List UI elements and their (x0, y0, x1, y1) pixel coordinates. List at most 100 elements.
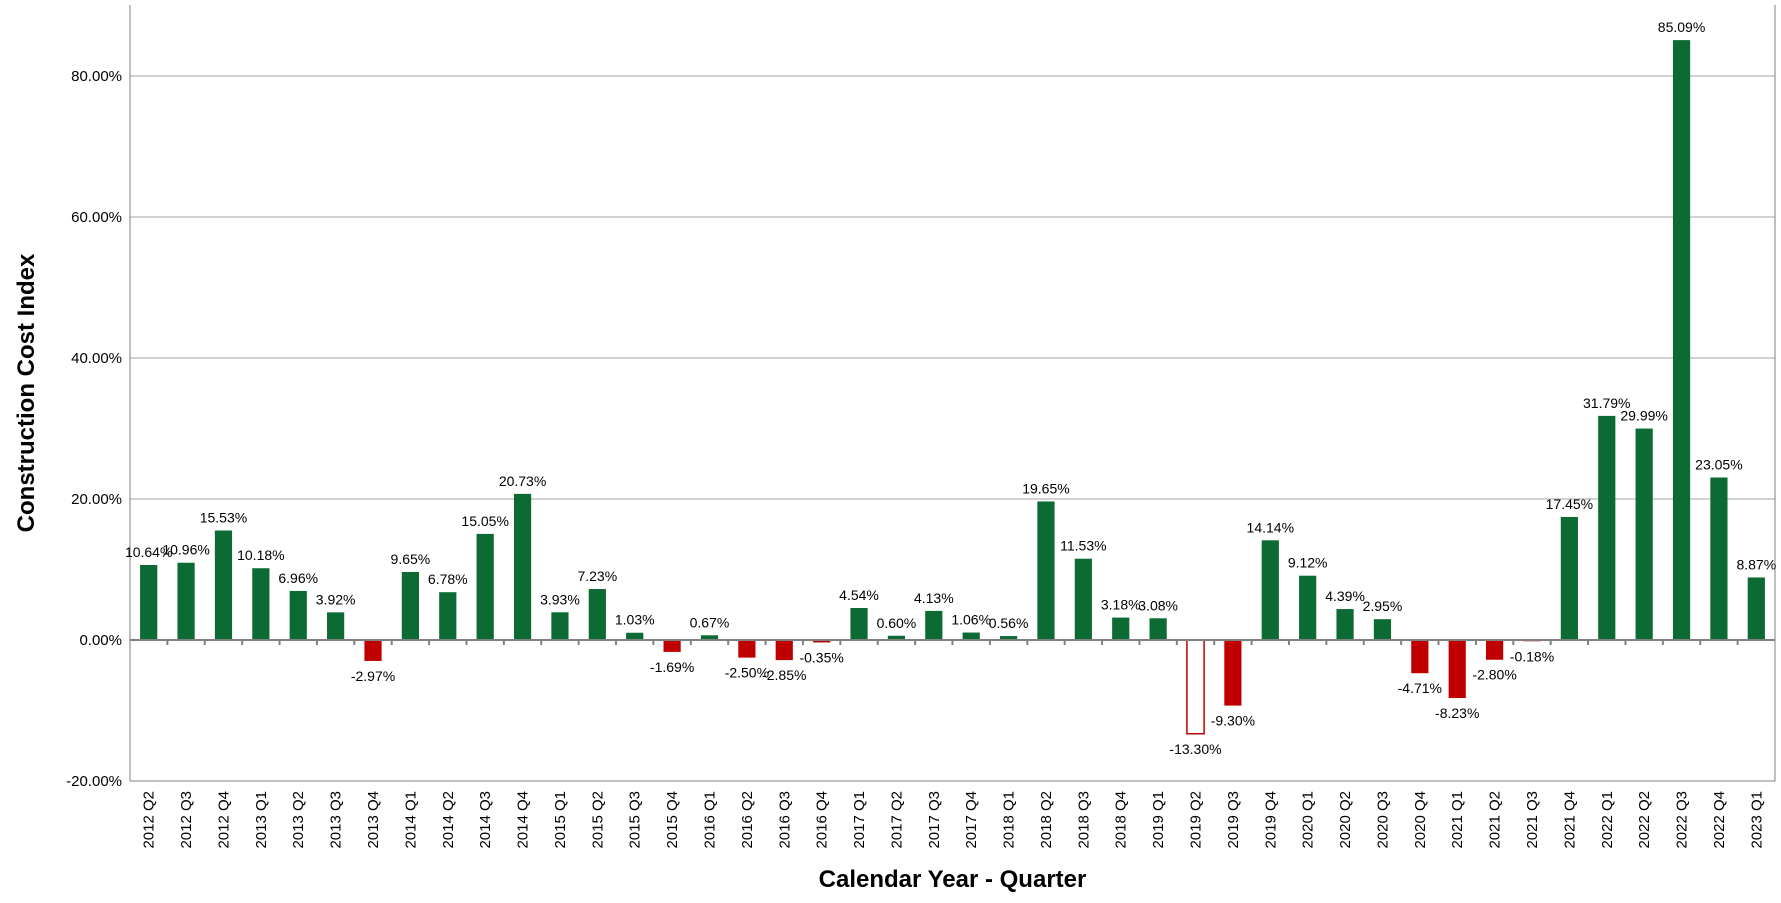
bar-2021-q2 (1486, 640, 1504, 660)
data-label: 15.05% (461, 513, 508, 529)
data-label: 4.13% (914, 590, 954, 606)
x-tick-label: 2013 Q1 (253, 791, 270, 849)
bar-2014-q2 (439, 592, 457, 640)
data-label: 19.65% (1022, 480, 1069, 496)
data-label: -8.23% (1435, 705, 1479, 721)
data-label: -0.18% (1510, 648, 1554, 664)
x-tick-label: 2014 Q4 (515, 791, 532, 849)
x-tick-label: 2015 Q1 (552, 791, 569, 849)
y-axis-title: Construction Cost Index (13, 253, 40, 532)
bar-2020-q1 (1299, 575, 1317, 640)
x-tick-label: 2022 Q4 (1711, 791, 1728, 849)
x-tick-label: 2017 Q3 (926, 791, 943, 849)
data-label: -9.30% (1211, 713, 1255, 729)
data-label: -2.50% (725, 665, 769, 681)
data-label: 0.67% (690, 614, 730, 630)
bar-2022-q4 (1710, 477, 1728, 640)
x-tick-label: 2016 Q3 (776, 791, 793, 849)
x-tick-label: 2022 Q3 (1674, 791, 1691, 849)
bar-2022-q3 (1672, 40, 1691, 641)
bar-2020-q3 (1373, 619, 1392, 640)
bar-2018-q1 (999, 636, 1018, 640)
data-label: 10.18% (237, 547, 284, 563)
bar-2013-q1 (252, 568, 270, 640)
x-axis-title: Calendar Year - Quarter (819, 866, 1087, 893)
x-tick-label: 2023 Q1 (1748, 791, 1765, 849)
x-tick-label: 2012 Q2 (141, 791, 158, 849)
data-label: 0.56% (989, 615, 1029, 631)
x-tick-label: 2020 Q1 (1300, 791, 1317, 849)
data-label: 1.06% (951, 612, 991, 628)
y-tick-label: -20.00% (66, 773, 122, 790)
bar-2017-q3 (925, 610, 943, 640)
data-label: 23.05% (1695, 456, 1742, 472)
bar-2019-q4 (1261, 540, 1279, 640)
data-label: 15.53% (200, 510, 247, 526)
x-tick-label: 2016 Q4 (814, 791, 831, 849)
bar-2021-q1 (1448, 640, 1466, 699)
x-tick-label: 2018 Q3 (1075, 791, 1092, 849)
data-label: -2.97% (351, 668, 395, 684)
x-tick-label: 2014 Q2 (440, 791, 457, 849)
x-tick-label: 2018 Q1 (1001, 791, 1018, 849)
bar-2016-q3 (775, 640, 793, 661)
x-tick-label: 2012 Q4 (215, 791, 232, 849)
bar-2022-q2 (1635, 428, 1653, 640)
bar-2023-q1 (1747, 577, 1765, 640)
bar-2018-q4 (1112, 617, 1130, 640)
x-tick-label: 2013 Q2 (290, 791, 307, 849)
bar-2019-q2 (1186, 639, 1205, 735)
data-labels: 10.64%10.96% 15.53% 10.18% 6.96% 3.92% -2.97%… (125, 19, 1776, 757)
bar-2015-q4 (663, 640, 681, 652)
x-tick-label: 2012 Q3 (178, 791, 195, 849)
x-tick-label: 2018 Q2 (1038, 791, 1055, 849)
x-tick-label: 2014 Q1 (402, 791, 419, 849)
data-label: 20.73% (499, 473, 546, 489)
bar-2014-q1 (401, 571, 419, 640)
x-tick-label: 2019 Q4 (1262, 791, 1279, 849)
bar-2013-q2 (289, 590, 307, 640)
x-tick-label: 2013 Q3 (328, 791, 345, 849)
bar-2013-q3 (327, 612, 345, 640)
y-tick-label: 40.00% (71, 350, 122, 367)
bar-2013-q4 (364, 640, 382, 661)
bar-2015-q1 (551, 612, 569, 640)
bar-2017-q1 (850, 607, 868, 640)
data-label: 3.18% (1101, 597, 1141, 613)
data-label: 17.45% (1546, 496, 1593, 512)
data-label: 85.09% (1658, 19, 1705, 35)
x-tick-label: 2020 Q2 (1337, 791, 1354, 849)
data-label: 9.12% (1288, 555, 1328, 571)
x-tick-label: 2017 Q1 (851, 791, 868, 849)
data-label: 8.87% (1736, 556, 1776, 572)
x-tick-label: 2020 Q4 (1412, 791, 1429, 849)
x-tick-label: 2016 Q1 (701, 791, 718, 849)
data-label: 14.14% (1247, 519, 1294, 535)
x-tick-label: 2019 Q2 (1188, 791, 1205, 849)
data-label: 1.03% (615, 612, 655, 628)
y-tick-label: 0.00% (79, 632, 122, 649)
bar-2012-q4 (214, 530, 233, 640)
data-label: 4.54% (839, 587, 879, 603)
data-label: 0.60% (877, 615, 917, 631)
bar-2017-q4 (962, 632, 980, 640)
x-tick-label: 2014 Q3 (477, 791, 494, 849)
y-tick-label: 80.00% (71, 68, 122, 85)
data-label: 4.39% (1325, 588, 1365, 604)
data-label: 29.99% (1620, 408, 1667, 424)
x-tick-label: 2022 Q1 (1599, 791, 1616, 849)
x-tick-label: 2019 Q1 (1150, 791, 1167, 849)
data-label: 7.23% (577, 568, 617, 584)
bar-2019-q3 (1224, 640, 1242, 706)
bar-2020-q4 (1411, 640, 1429, 674)
data-label: -2.80% (1472, 667, 1516, 683)
x-tick-label: 2021 Q3 (1524, 791, 1541, 849)
bar-2014-q3 (476, 533, 494, 640)
bar-2019-q1 (1149, 618, 1167, 640)
data-label: 3.93% (540, 591, 580, 607)
bar-2015-q2 (588, 589, 606, 640)
data-label: 6.78% (428, 571, 468, 587)
x-tick-label: 2017 Q4 (963, 791, 980, 849)
